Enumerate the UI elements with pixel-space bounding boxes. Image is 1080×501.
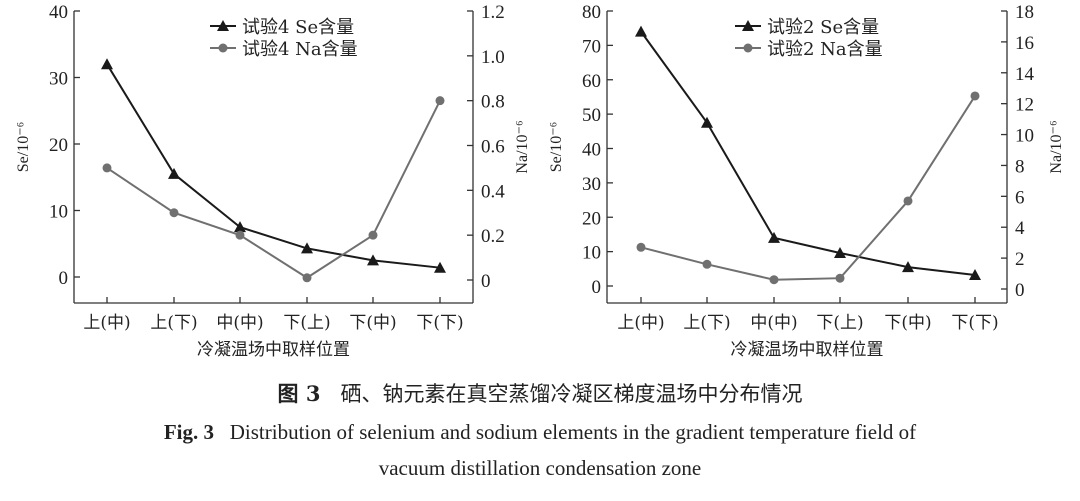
y2-tick-label: 2 (1015, 249, 1025, 270)
y2-tick-label: 1.2 (481, 2, 505, 23)
caption-cn-text: 硒、钠元素在真空蒸馏冷凝区梯度温场中分布情况 (340, 382, 803, 406)
caption-en-text-1: Distribution of selenium and sodium elem… (229, 420, 917, 444)
y2-tick-label: 0 (1015, 280, 1025, 301)
data-point-circle (835, 273, 845, 283)
data-point-triangle (101, 58, 113, 70)
data-point-triangle (902, 261, 914, 273)
y-tick-label: 30 (49, 69, 68, 90)
legend-marker-circle (743, 43, 753, 53)
y-tick-label: 0 (592, 277, 602, 298)
y-tick-label: 70 (582, 36, 601, 57)
legend-marker-circle (218, 43, 228, 53)
data-point-triangle (969, 269, 981, 280)
data-point-triangle (834, 247, 846, 258)
data-point-circle (102, 163, 112, 173)
y-tick-label: 60 (582, 71, 601, 92)
chart-1: 0 10 20 30 40 0 0.2 0.4 0.6 0.8 1.0 1.2 上(中) 上(下) 中(中)… (15, 2, 531, 360)
data-point-circle (169, 208, 179, 218)
data-point-circle (970, 91, 980, 101)
y-tick-label: 30 (582, 174, 601, 195)
y-tick-label: 10 (49, 202, 68, 223)
x-tick-label: 中(中) (750, 313, 797, 333)
y-tick-label: 80 (582, 2, 601, 23)
x-tick-label: 上(中) (617, 313, 664, 333)
x-tick-label: 下(上) (283, 313, 330, 333)
data-point-circle (368, 230, 378, 240)
data-point-circle (903, 196, 913, 206)
data-point-circle (302, 273, 312, 283)
series-line-1 (640, 31, 976, 276)
legend-marker-triangle (742, 20, 754, 31)
data-point-triangle (301, 242, 313, 254)
x-tick-label: 下(中) (349, 313, 396, 333)
y2-tick-label: 12 (1015, 95, 1034, 116)
data-point-triangle (701, 116, 713, 128)
y2-axis-label: Na/10⁻⁶ (514, 120, 531, 173)
y-axis-label: Se/10⁻⁶ (548, 122, 565, 172)
x-tick-label: 下(下) (416, 313, 463, 333)
data-point-circle (435, 96, 445, 106)
y-tick-label: 40 (582, 140, 601, 161)
caption-english-line2: vacuum distillation condensation zone (378, 456, 702, 480)
caption-english: Fig. 3 Distribution of selenium and sodi… (0, 420, 1080, 445)
x-tick-label: 中(中) (216, 313, 263, 333)
series-line-2 (640, 95, 976, 281)
data-point-circle (235, 230, 245, 240)
series-line-2 (106, 100, 441, 279)
caption-en-label: Fig. 3 (163, 420, 214, 444)
x-tick-label: 上(中) (83, 313, 130, 333)
y2-tick-label: 18 (1015, 2, 1034, 23)
y2-tick-label: 14 (1015, 64, 1035, 85)
legend-label: 试验2 Se含量 (767, 17, 879, 38)
y-tick-label: 40 (49, 2, 68, 23)
y-axis-label: Se/10⁻⁶ (15, 122, 32, 172)
chart-2: 0 10 20 30 40 50 60 70 80 0 2 4 6 8 10 12 14 16 18 上(中) 上(下)… (548, 2, 1065, 360)
data-point-circle (769, 275, 779, 285)
x-tick-label: 下(中) (884, 313, 931, 333)
x-axis-label: 冷凝温场中取样位置 (197, 340, 350, 360)
data-point-triangle (434, 261, 446, 273)
y2-tick-label: 1.0 (481, 47, 505, 68)
legend-label: 试验2 Na含量 (767, 39, 883, 60)
x-tick-label: 下(上) (816, 313, 863, 333)
data-point-triangle (367, 254, 379, 266)
y2-tick-label: 8 (1015, 156, 1025, 177)
caption-chinese: 图 3 硒、钠元素在真空蒸馏冷凝区梯度温场中分布情况 (0, 378, 1080, 408)
y2-tick-label: 0.8 (481, 92, 505, 113)
series-line-1 (106, 63, 441, 269)
data-point-circle (636, 242, 646, 252)
data-point-triangle (168, 167, 180, 179)
data-point-triangle (234, 221, 246, 233)
y2-axis-label: Na/10⁻⁶ (1048, 120, 1065, 173)
legend-label: 试验4 Na含量 (242, 39, 358, 60)
y-tick-label: 10 (582, 243, 601, 264)
x-tick-label: 上(下) (683, 313, 730, 333)
y2-tick-label: 0 (481, 271, 491, 292)
y2-tick-label: 0.2 (481, 226, 505, 247)
y-tick-label: 0 (59, 268, 69, 289)
y2-tick-label: 6 (1015, 187, 1025, 208)
y2-tick-label: 4 (1015, 218, 1025, 239)
y-tick-label: 50 (582, 105, 601, 126)
y2-tick-label: 10 (1015, 126, 1034, 147)
caption-cn-label: 图 3 (277, 381, 321, 406)
x-tick-label: 上(下) (150, 313, 197, 333)
y2-tick-label: 16 (1015, 33, 1034, 54)
legend-marker-triangle (217, 20, 229, 31)
x-axis-label: 冷凝温场中取样位置 (731, 340, 884, 360)
data-point-triangle (635, 25, 647, 37)
data-point-circle (702, 259, 712, 269)
data-point-triangle (768, 231, 780, 243)
legend-label: 试验4 Se含量 (242, 17, 354, 38)
y2-tick-label: 0.6 (481, 137, 505, 158)
y-tick-label: 20 (49, 135, 68, 156)
x-tick-label: 下(下) (951, 313, 998, 333)
y-tick-label: 20 (582, 208, 601, 229)
y2-tick-label: 0.4 (481, 181, 505, 202)
